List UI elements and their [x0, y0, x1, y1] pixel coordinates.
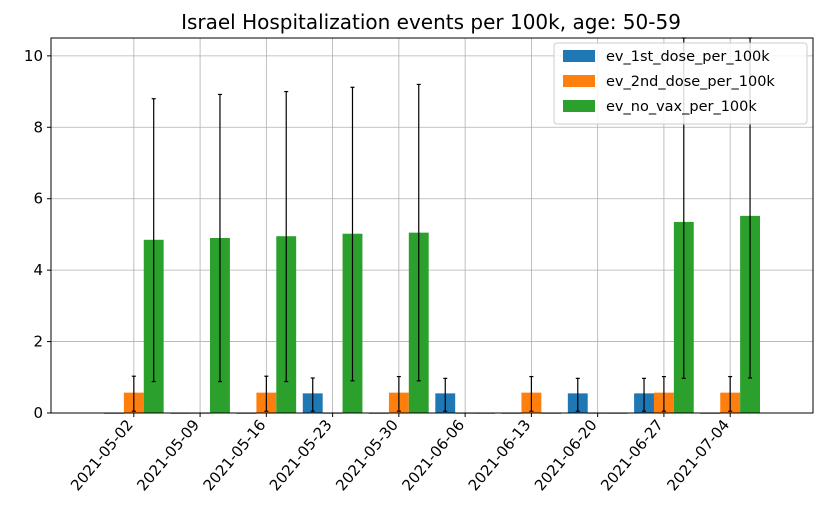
- x-tick-label: 2021-06-20: [531, 416, 601, 494]
- x-tick-label: 2021-05-23: [266, 416, 336, 494]
- y-tick-label: 2: [33, 333, 43, 351]
- y-tick-label: 6: [33, 190, 43, 208]
- legend-label: ev_1st_dose_per_100k: [606, 49, 770, 65]
- legend: ev_1st_dose_per_100k ev_2nd_dose_per_100k…: [553, 42, 808, 125]
- x-tick-label: 2021-05-02: [67, 416, 137, 494]
- x-tick-label: 2021-05-30: [332, 416, 402, 494]
- plot-frame: [50, 37, 814, 414]
- legend-box: [553, 42, 808, 125]
- y-tick-label: 10: [24, 47, 43, 65]
- y-axis: 0 2 4 6 8 10: [24, 47, 51, 422]
- legend-swatch: [563, 100, 595, 112]
- grid: [51, 38, 813, 414]
- legend-label: ev_2nd_dose_per_100k: [606, 74, 775, 90]
- legend-label: ev_no_vax_per_100k: [606, 99, 757, 115]
- y-tick-label: 8: [33, 118, 43, 136]
- x-tick-label: 2021-06-06: [398, 416, 468, 494]
- x-tick-label: 2021-06-27: [597, 416, 667, 494]
- y-tick-label: 0: [33, 404, 43, 422]
- bars: [104, 215, 760, 414]
- x-tick-label: 2021-05-09: [133, 416, 203, 494]
- legend-swatch: [563, 50, 595, 62]
- legend-swatch: [563, 75, 595, 87]
- x-axis: 2021-05-022021-05-092021-05-162021-05-23…: [67, 413, 733, 494]
- x-tick-label: 2021-06-13: [465, 416, 535, 494]
- chart-title: Israel Hospitalization events per 100k, …: [181, 10, 681, 34]
- y-tick-label: 4: [33, 261, 43, 279]
- x-tick-label: 2021-05-16: [200, 416, 270, 494]
- x-tick-label: 2021-07-04: [663, 416, 733, 494]
